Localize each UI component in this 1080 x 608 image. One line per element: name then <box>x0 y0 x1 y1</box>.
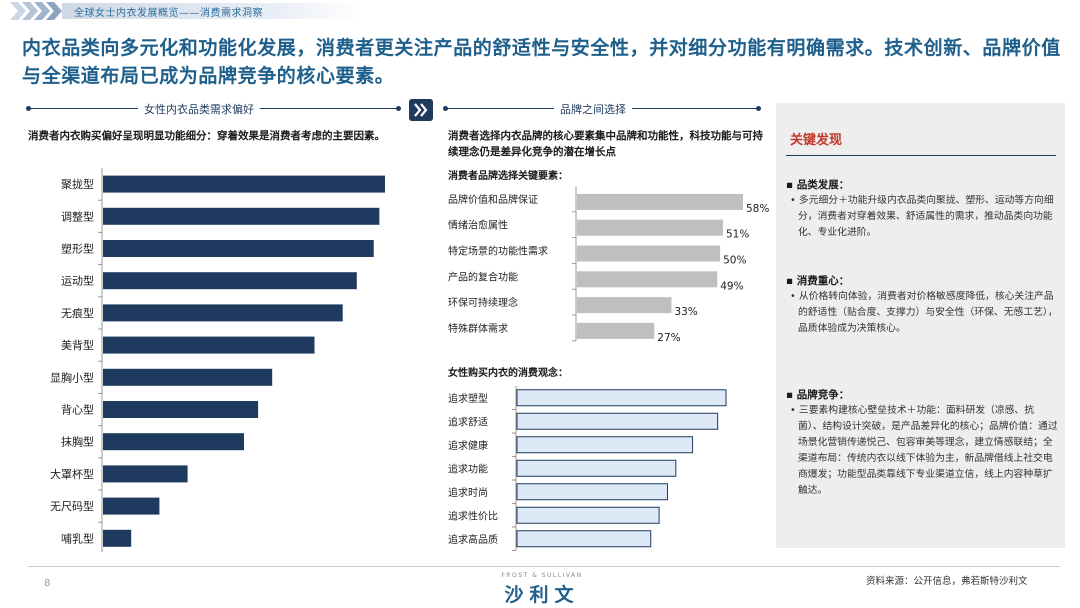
bar <box>103 433 244 451</box>
category-label: 显胸小型 <box>50 370 94 384</box>
bar <box>103 272 357 290</box>
bar <box>103 304 343 322</box>
category-label: 追求健康 <box>448 439 488 452</box>
section-dot <box>756 106 761 111</box>
category-label: 美背型 <box>61 338 94 352</box>
bar <box>103 207 380 225</box>
category-label: 塑形型 <box>61 242 94 256</box>
brand-factors-chart: 品牌价值和品牌保证 58% 情绪治愈属性 51% 特定场景的功能性需求 50% 产品的复合功… <box>448 186 769 344</box>
category-label: 聚拢型 <box>61 177 94 191</box>
bar <box>577 245 721 262</box>
category-label: 品牌价值和品牌保证 <box>448 193 538 206</box>
bar <box>516 530 652 548</box>
bar <box>577 271 718 288</box>
bar <box>516 483 668 501</box>
logo-caption: FROST & SULLIVAN <box>501 572 583 579</box>
finding-heading: ▪ 品牌竞争： <box>786 389 850 401</box>
bar <box>577 219 723 236</box>
bar <box>103 401 259 418</box>
brand-factors-title: 消费者品牌选择关键要素： <box>448 171 568 182</box>
breadcrumb: 全球女士内衣发展概览——消费需求洞察 <box>74 8 263 19</box>
chevrons-icon <box>10 2 62 20</box>
category-label: 追求性价比 <box>448 509 498 522</box>
finding-item: ▪ 品牌竞争： • 三要素构建核心壁垒技术＋功能：面料研发（凉感、抗菌）、结构设… <box>786 387 1058 499</box>
category-label: 追求功能 <box>448 462 488 475</box>
consumption-concept-title: 女性购买内衣的消费观念： <box>448 368 568 379</box>
footer-divider <box>28 566 1060 567</box>
key-findings-divider <box>786 155 1056 156</box>
bar <box>516 436 694 454</box>
page-number: 8 <box>44 578 51 589</box>
bar <box>577 297 672 314</box>
category-label: 特定场景的功能性需求 <box>448 245 548 258</box>
header-strip: 全球女士内衣发展概览——消费需求洞察 <box>0 0 1080 24</box>
source-note: 资料来源：公开信息，弗若斯特沙利文 <box>866 576 1028 587</box>
data-label: 51% <box>726 229 749 241</box>
bar <box>103 336 315 354</box>
category-label: 抹胸型 <box>61 435 94 449</box>
bar <box>577 322 655 339</box>
category-label: 环保可持续理念 <box>448 296 518 309</box>
data-label: 50% <box>723 255 746 267</box>
category-label: 运动型 <box>61 274 94 288</box>
category-label: 调整型 <box>61 209 94 223</box>
category-label: 追求时尚 <box>448 486 488 499</box>
finding-heading: ▪ 消费重心： <box>786 275 850 287</box>
data-label: 33% <box>674 306 697 318</box>
category-label: 大罩杯型 <box>50 467 94 481</box>
bar <box>103 529 132 547</box>
data-label: 58% <box>746 203 769 215</box>
header-bar <box>62 3 362 19</box>
data-label: 27% <box>657 332 680 344</box>
category-label: 特殊群体需求 <box>448 322 508 335</box>
category-label: 追求舒适 <box>448 415 488 428</box>
double-chevron-icon <box>409 99 433 121</box>
key-findings-panel: 关键发现 ▪ 品类发展： • 多元细分＋功能升级内衣品类向聚拢、塑形、运动等方向… <box>776 103 1065 548</box>
category-label: 产品的复合功能 <box>448 270 518 283</box>
category-label: 情绪治愈属性 <box>448 219 508 232</box>
finding-text: • 从价格转向体验，消费者对价格敏感度降低，核心关注产品的舒适性（贴合度、支撑力… <box>790 291 1058 334</box>
finding-item: ▪ 消费重心： • 从价格转向体验，消费者对价格敏感度降低，核心关注产品的舒适性… <box>786 273 1058 337</box>
logo: 沙利文 <box>504 584 580 606</box>
category-label: 背心型 <box>61 403 94 417</box>
page-title: 内衣品类向多元化和功能化发展，消费者更关注产品的舒适性与安全性，并对细分功能有明… <box>22 37 1061 87</box>
left-section-subtitle: 消费者内衣购买偏好呈现明显功能细分：穿着效果是消费者考虑的主要因素。 <box>28 130 385 142</box>
section-dot <box>396 106 401 111</box>
bar <box>103 465 188 483</box>
key-findings-title: 关键发现 <box>790 133 843 148</box>
finding-text: • 多元细分＋功能升级内衣品类向聚拢、塑形、运动等方向细分，消费者对穿着效果、舒… <box>790 195 1054 238</box>
finding-item: ▪ 品类发展： • 多元细分＋功能升级内衣品类向聚拢、塑形、运动等方向细分，消费… <box>786 177 1058 241</box>
category-label: 无尺码型 <box>50 499 94 513</box>
category-label: 追求高品质 <box>448 533 498 546</box>
middle-section-subtitle: 消费者选择内衣品牌的核心要素集中品牌和功能性，科技功能与可持续理念仍是差异化竞争… <box>448 130 763 158</box>
middle-section-title: 品牌之间选择 <box>554 101 632 117</box>
left-section-title: 女性内衣品类需求偏好 <box>138 101 260 117</box>
bar <box>103 175 385 193</box>
bar <box>516 459 677 477</box>
finding-text: • 三要素构建核心壁垒技术＋功能：面料研发（凉感、抗菌）、结构设计突破，是产品差… <box>790 405 1058 496</box>
bar <box>103 240 374 257</box>
category-label: 哺乳型 <box>61 531 94 545</box>
finding-heading: ▪ 品类发展： <box>786 179 850 191</box>
bar <box>103 497 160 515</box>
data-label: 49% <box>720 280 743 292</box>
bar <box>516 412 719 430</box>
bar <box>103 368 273 386</box>
category-label: 追求塑型 <box>448 392 488 405</box>
bar <box>516 389 727 407</box>
bar <box>516 506 660 524</box>
bar <box>577 193 743 210</box>
category-label: 无痕型 <box>61 306 94 320</box>
